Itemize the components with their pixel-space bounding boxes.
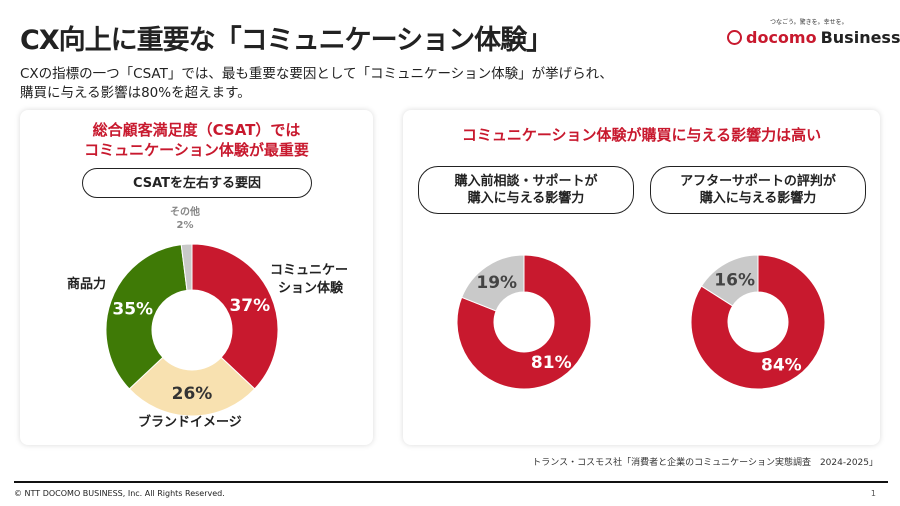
label-other: その他 2% [170,206,200,232]
copyright: © NTT DOCOMO BUSINESS, Inc. All Rights R… [14,489,225,498]
brand-value-label: 26% [172,384,213,404]
after-support-impact-slice [690,254,826,390]
communication-value-label: 37% [229,296,270,316]
pill2-line2: 購入に与える影響力 [699,191,817,206]
pill1-line2: 購入に与える影響力 [467,191,585,206]
source-note: トランス・コスモス社「消費者と企業のコミュニケーション実態調査 2024-202… [532,458,878,468]
csat-donut-chart: 37% 26% 35% [105,243,279,417]
label-communication: コミュニケー ション体験 [270,262,348,298]
label-product: 商品力 [67,277,107,292]
footer-divider [14,481,888,483]
pre-purchase-pill: 購入前相談・サポートが 購入に与える影響力 [418,166,634,214]
logo-tagline: つなごう。驚きを。幸せを。 [770,19,848,26]
pre-purchase-other-value-label: 19% [476,273,517,293]
other-slice [180,243,193,291]
csat-card: 総合顧客満足度（CSAT）では コミュニケーション体験が最重要 CSATを左右する… [20,110,373,445]
docomo-business-logo: docomo Business [727,28,900,47]
product-value-label: 35% [112,300,153,320]
page-number: 1 [870,489,876,498]
logo-ring-icon [727,30,742,45]
after-support-other-value-label: 16% [714,270,755,290]
pre-purchase-impact-value-label: 81% [531,353,572,373]
csat-factors-pill: CSATを左右する要因 [82,168,312,198]
label-other-text: その他 [170,207,200,218]
brand-slice [128,356,256,417]
purchase-card-title: コミュニケーション体験が購買に与える影響力は高い [461,126,822,144]
label-comm-line2: ション体験 [278,281,344,296]
after-support-pill: アフターサポートの評判が 購入に与える影響力 [650,166,866,214]
pre-purchase-other-slice [461,254,525,312]
label-comm-line1: コミュニケー [270,263,349,278]
title-line2: コミュニケーション体験が最重要 [84,141,309,159]
csat-card-title: 総合顧客満足度（CSAT）では コミュニケーション体験が最重要 [20,120,373,160]
pill1-line1: 購入前相談・サポートが [454,174,598,189]
after-support-other-slice [700,254,759,307]
pre-purchase-impact-slice [456,254,592,390]
logo-suffix: Business [820,28,900,47]
logo-brand: docomo [746,28,817,47]
label-brand: ブランドイメージ [138,415,242,430]
subtitle-line1: CXの指標の一つ「CSAT」では、最も重要な要因として「コミュニケーション体験」… [20,66,613,82]
pill2-line1: アフターサポートの評判が [680,174,836,189]
label-other-value: 2% [176,220,194,231]
after-support-impact-value-label: 84% [761,356,802,376]
title-line1: 総合顧客満足度（CSAT）では [92,121,301,139]
communication-slice [191,243,279,390]
purchase-influence-card: コミュニケーション体験が購買に与える影響力は高い 購入前相談・サポートが 購入に与… [403,110,880,445]
subtitle: CXの指標の一つ「CSAT」では、最も重要な要因として「コミュニケーション体験」… [20,65,613,103]
page-title: CX向上に重要な「コミュニケーション体験」 [20,25,553,56]
purchase-donut-charts: 81% 19% 84% 16% [456,254,826,390]
product-slice [105,244,188,390]
subtitle-line2: 購買に与える影響は80%を超えます。 [20,85,251,101]
